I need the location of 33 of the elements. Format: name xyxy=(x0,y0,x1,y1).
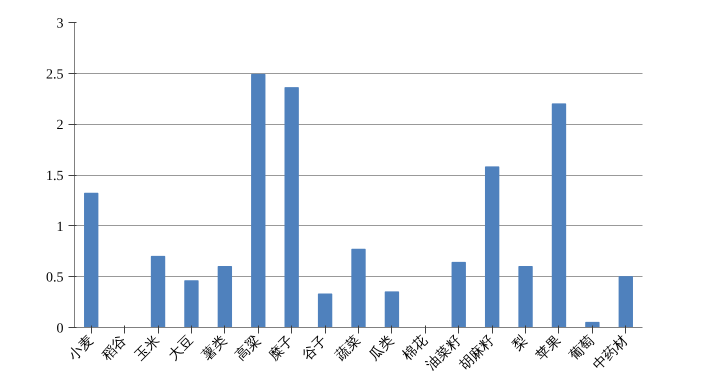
x-tick-label: 糜子 xyxy=(266,332,297,364)
y-tick-label: 1 xyxy=(56,220,64,235)
y-tick-label: 0 xyxy=(56,322,64,336)
y-tick-label: 3 xyxy=(56,16,64,32)
y-tick-label: 2.5 xyxy=(46,67,64,82)
bar xyxy=(150,256,166,328)
x-tick-label: 玉米 xyxy=(132,332,164,364)
bar xyxy=(351,248,366,328)
x-tick-label: 小麦 xyxy=(65,332,97,364)
x-tick-label: 大豆 xyxy=(166,332,197,364)
bar xyxy=(318,293,332,328)
bar xyxy=(284,87,299,328)
bar xyxy=(251,74,266,328)
bar xyxy=(518,266,533,328)
x-tick-label: 梨 xyxy=(510,332,531,354)
bar xyxy=(184,280,199,328)
x-tick-label: 稻谷 xyxy=(98,332,130,364)
x-tick-label: 薯类 xyxy=(199,332,230,364)
bar xyxy=(218,266,232,328)
y-tick-label: 0.5 xyxy=(46,270,64,286)
x-tick-label: 谷子 xyxy=(299,332,330,364)
x-tick-label: 瓜类 xyxy=(366,332,398,364)
bar xyxy=(84,192,98,328)
y-tick-label: 2 xyxy=(56,118,64,134)
bar xyxy=(384,291,400,328)
bar xyxy=(452,262,466,328)
y-tick-label: 1.5 xyxy=(46,169,64,184)
bar xyxy=(618,276,633,328)
x-tick-label: 高粱 xyxy=(232,332,264,364)
bar xyxy=(552,103,566,328)
x-tick-label: 蔬菜 xyxy=(332,332,364,364)
x-tick-label: 苹果 xyxy=(533,332,564,364)
bar xyxy=(484,166,500,328)
